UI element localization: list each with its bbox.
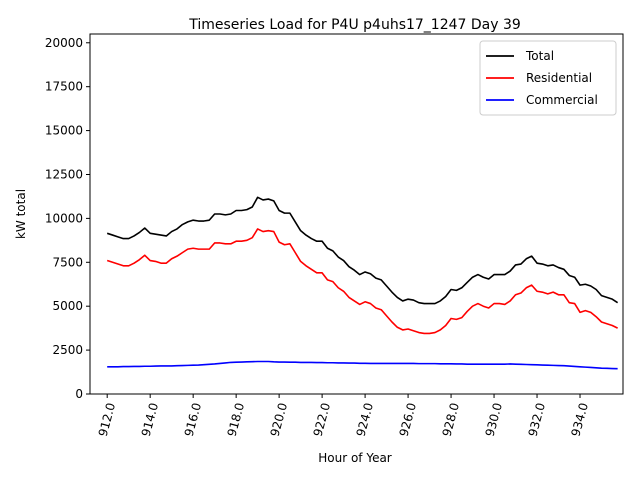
x-axis-label: Hour of Year [318, 451, 392, 465]
y-tick-label: 2500 [52, 343, 83, 357]
x-tick-label: 922.0 [311, 401, 333, 438]
x-tick-label: 928.0 [440, 401, 462, 438]
legend-label-commercial: Commercial [526, 93, 598, 107]
y-tick-label: 12500 [45, 167, 83, 181]
y-tick-label: 20000 [45, 36, 83, 50]
y-axis-label: kW total [14, 189, 28, 239]
legend-label-residential: Residential [526, 71, 592, 85]
x-tick-label: 932.0 [526, 401, 548, 438]
x-tick-label: 924.0 [354, 401, 376, 438]
series-line-commercial [107, 360, 618, 370]
x-tick-label: 914.0 [139, 401, 161, 438]
legend: Total Residential Commercial [479, 40, 617, 116]
x-tick-label: 930.0 [483, 401, 505, 438]
series-layer [106, 196, 619, 370]
y-tick-label: 10000 [45, 211, 83, 225]
plot-frame [89, 33, 624, 395]
x-tick-label: 934.0 [569, 401, 591, 438]
y-tick-label: 15000 [45, 124, 83, 138]
x-tick-label: 920.0 [268, 401, 290, 438]
x-tick-label: 926.0 [397, 401, 419, 438]
x-tick-label: 918.0 [225, 401, 247, 438]
y-tick-label: 7500 [52, 255, 83, 269]
x-tick-label: 912.0 [96, 401, 118, 438]
x-tick-label: 916.0 [182, 401, 204, 438]
y-tick-label: 5000 [52, 299, 83, 313]
legend-label-total: Total [525, 49, 554, 63]
y-tick-label: 0 [75, 387, 83, 401]
series-line-residential [106, 228, 618, 335]
y-tick-label: 17500 [45, 80, 83, 94]
x-axis: 912.0 914.0 916.0 918.0 920.0 922.0 924.0 926.0… [96, 394, 591, 438]
series-line-total [106, 196, 619, 305]
y-axis: 0 2500 5000 7500 10000 12500 15000 17500 20000 [45, 36, 90, 401]
legend-box [479, 40, 617, 116]
chart-title: Timeseries Load for P4U p4uhs17_1247 Day… [188, 17, 521, 33]
